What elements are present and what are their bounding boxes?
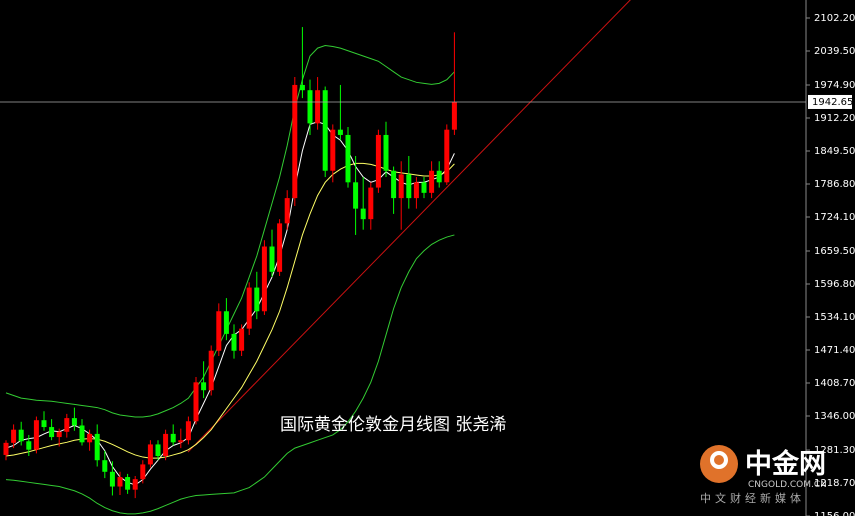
candle-body (56, 431, 62, 438)
candle-body (41, 420, 47, 428)
candle-body (49, 427, 55, 438)
candle-body (178, 440, 184, 443)
y-tick-label: 1724.10 (814, 212, 855, 223)
logo-site: CNGOLD.COM.CN (748, 480, 827, 490)
candle-body (3, 442, 9, 455)
candle-body (398, 174, 404, 199)
candle-body (185, 421, 191, 441)
candle-body (337, 129, 343, 135)
candle-body (147, 444, 153, 465)
overlay-line (5, 234, 455, 515)
current-price-label: 1942.65 (812, 97, 853, 108)
y-tick-label: 1786.80 (814, 179, 855, 190)
candle-body (436, 170, 442, 183)
y-tick-label: 1974.90 (814, 80, 855, 91)
annotation: 国际黄金伦敦金月线图 张尧浠 (280, 415, 506, 435)
candle-body (170, 433, 176, 443)
candle-body (216, 311, 222, 351)
candle-body (413, 182, 419, 199)
candle-body (315, 90, 321, 124)
candle-body (451, 101, 457, 130)
candle-body (163, 433, 169, 456)
candle-body (71, 418, 77, 426)
candle-body (223, 311, 229, 334)
candle-body (307, 90, 313, 124)
candle-body (284, 198, 290, 224)
candle-body (444, 129, 450, 183)
trend-line (187, 0, 631, 453)
candle-body (117, 477, 123, 487)
logo-slogan: 中文财经新媒体 (700, 491, 805, 505)
y-tick-label: 1659.50 (814, 246, 855, 257)
candle-body (292, 84, 298, 199)
candle-body (345, 134, 351, 183)
logo-name: 中金网 (745, 448, 826, 480)
y-tick-label: 1156.00 (814, 511, 855, 516)
candle-body (64, 418, 70, 432)
logo-icon-mark (710, 451, 728, 469)
y-tick-label: 1346.00 (814, 411, 855, 422)
candle-body (353, 182, 359, 209)
candle-body (140, 464, 146, 480)
y-tick-label: 1408.70 (814, 378, 855, 389)
y-tick-label: 2102.20 (814, 13, 855, 24)
candle-body (299, 84, 305, 91)
candle-body (18, 429, 24, 442)
candle-body (11, 429, 17, 443)
candle-body (33, 420, 39, 450)
candle-body (269, 246, 275, 272)
candle-body (239, 328, 245, 351)
candle-body (406, 174, 412, 199)
candle-body (109, 471, 115, 487)
candle-body (201, 382, 207, 391)
candle-body (421, 182, 427, 193)
y-tick-label: 1849.50 (814, 146, 855, 157)
candle-body (132, 479, 138, 490)
y-tick-label: 1471.40 (814, 345, 855, 356)
candle-body (231, 333, 237, 351)
candle-body (360, 208, 366, 220)
candle-body (102, 460, 108, 472)
candle-body (330, 129, 336, 171)
current-price-box (808, 94, 852, 109)
candle-body (375, 134, 381, 188)
y-tick-label: 1218.70 (814, 478, 855, 489)
y-tick-label: 1534.10 (814, 312, 855, 323)
candle-body (391, 170, 397, 199)
candle-body (261, 246, 267, 312)
candle-body (254, 287, 260, 312)
y-tick-label: 1281.30 (814, 445, 855, 456)
candle-body (193, 382, 199, 422)
candle-body (246, 287, 252, 329)
candle-body (125, 477, 131, 490)
candle-body (368, 187, 374, 220)
candle-body (94, 433, 100, 461)
candle-body (87, 433, 93, 443)
y-tick-label: 1912.20 (814, 113, 855, 124)
y-tick-label: 2039.50 (814, 46, 855, 57)
logo: 中金网 CNGOLD.COM.CN 中文财经新媒体 (700, 445, 827, 505)
candle-body (155, 444, 161, 456)
candle-body (79, 425, 85, 443)
candle-body (383, 134, 389, 171)
candle-body (322, 90, 328, 171)
logo-icon (700, 445, 738, 483)
overlay-line (5, 44, 455, 418)
candle-body (277, 223, 283, 272)
plot-area (3, 0, 631, 515)
candle-body (429, 170, 435, 193)
y-tick-label: 1596.80 (814, 279, 855, 290)
candle-body (208, 350, 214, 391)
candle-body (26, 441, 32, 450)
